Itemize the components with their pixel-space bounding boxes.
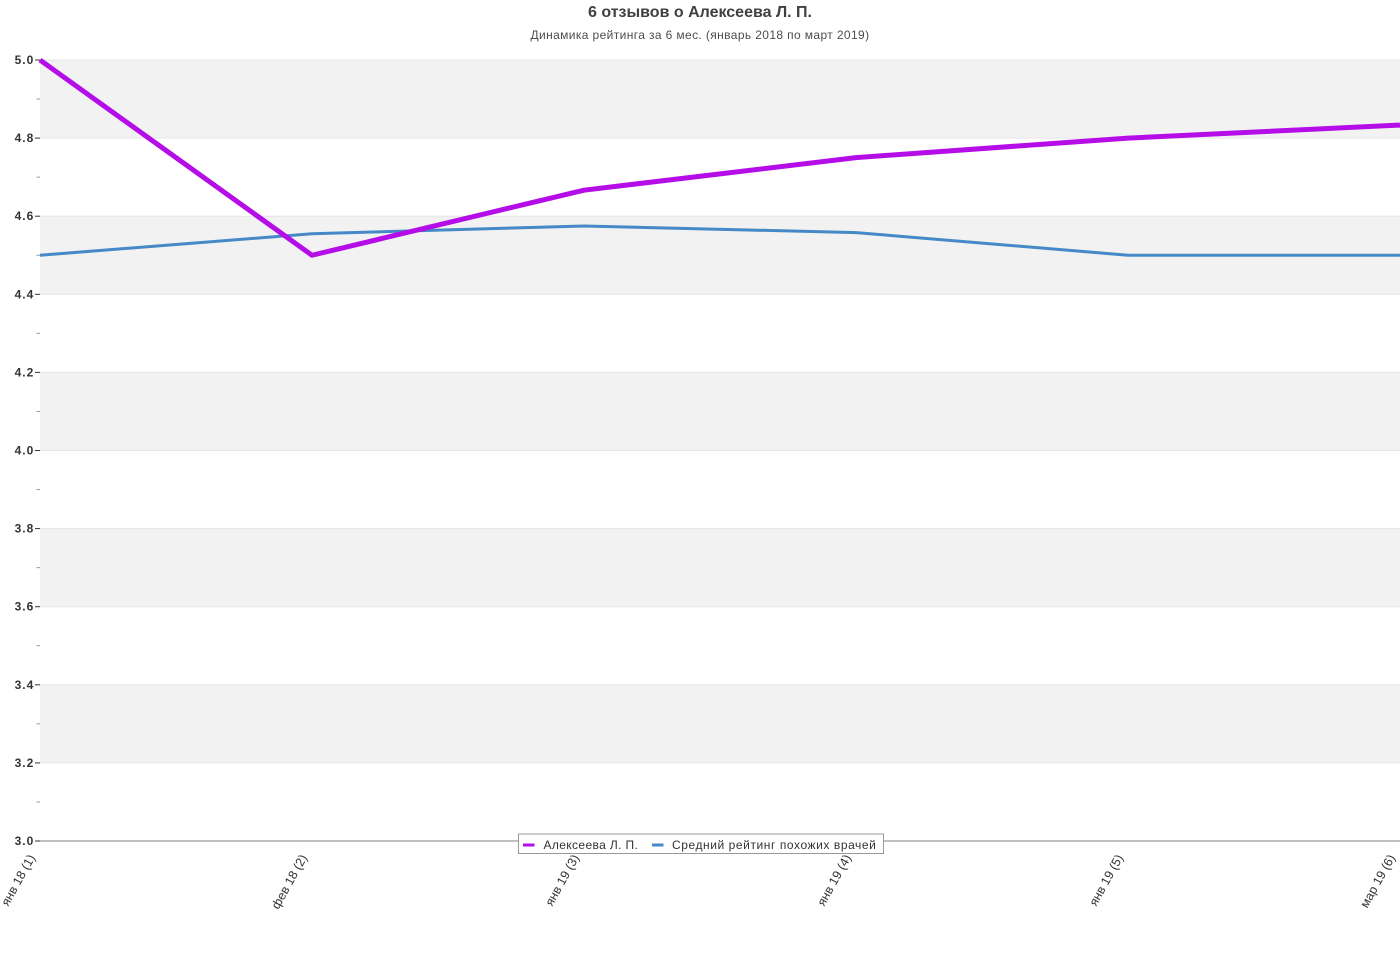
svg-text:Средний рейтинг похожих врачей: Средний рейтинг похожих врачей [672, 838, 876, 852]
svg-text:3.2: 3.2 [15, 756, 35, 770]
svg-text:6 отзывов о Алексеева Л. П.: 6 отзывов о Алексеева Л. П. [588, 4, 812, 21]
svg-text:3.8: 3.8 [15, 522, 35, 536]
svg-text:3.6: 3.6 [15, 600, 35, 614]
svg-text:3.4: 3.4 [15, 678, 35, 692]
svg-text:4.2: 4.2 [15, 365, 35, 379]
svg-text:5.0: 5.0 [15, 53, 35, 67]
svg-text:3.0: 3.0 [15, 834, 35, 848]
svg-text:4.4: 4.4 [15, 287, 35, 301]
svg-text:4.6: 4.6 [15, 209, 35, 223]
svg-text:4.0: 4.0 [15, 444, 35, 458]
svg-text:Алексеева Л. П.: Алексеева Л. П. [544, 838, 639, 852]
svg-text:Динамика рейтинга за 6 мес. (я: Динамика рейтинга за 6 мес. (январь 2018… [531, 28, 870, 42]
svg-text:4.8: 4.8 [15, 131, 35, 145]
